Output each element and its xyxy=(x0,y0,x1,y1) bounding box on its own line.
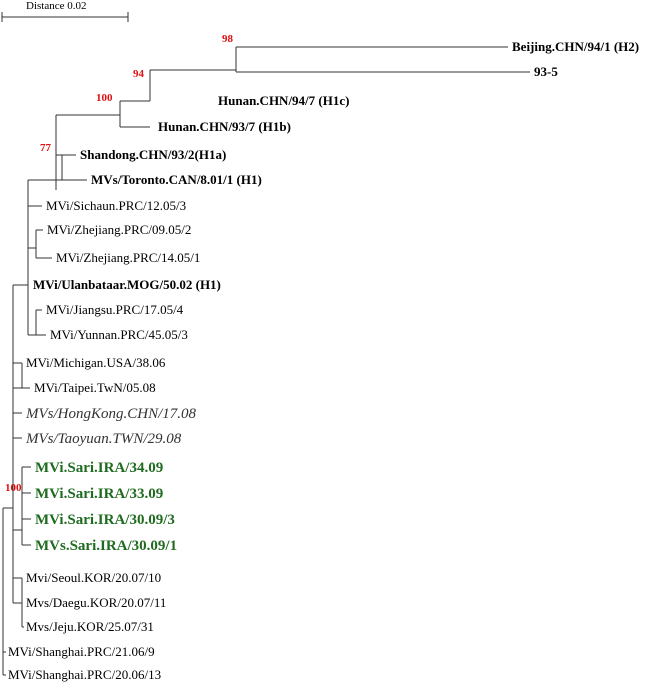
leaf-sichaun: MVi/Sichaun.PRC/12.05/3 xyxy=(46,198,186,213)
scale-bar: Distance 0.02 xyxy=(1,0,129,22)
bootstrap-94: 94 xyxy=(133,68,145,80)
bootstrap-values: 98 94 100 77 100 xyxy=(5,33,234,494)
leaf-sari-30-09-3: MVi.Sari.IRA/30.09/3 xyxy=(35,512,175,528)
leaf-jiangsu: MVi/Jiangsu.PRC/17.05/4 xyxy=(46,302,184,317)
lower-stubs xyxy=(21,578,24,628)
leaf-taoyuan: MVs/Taoyuan.TWN/29.08 xyxy=(25,431,182,447)
leaf-zhejiang-14-05: MVi/Zhejiang.PRC/14.05/1 xyxy=(56,250,200,265)
leaf-sari-30-09-1: MVs.Sari.IRA/30.09/1 xyxy=(35,538,177,554)
leaf-taipei: MVi/Taipei.TwN/05.08 xyxy=(34,380,156,395)
leaf-hunan-93-7: Hunan.CHN/93/7 (H1b) xyxy=(158,119,291,134)
leaf-hunan-94-7: Hunan.CHN/94/7 (H1c) xyxy=(218,93,349,108)
leaf-93-5: 93-5 xyxy=(534,64,558,79)
bootstrap-77: 77 xyxy=(40,142,52,154)
bootstrap-100-lower: 100 xyxy=(5,482,22,494)
leaf-hongkong: MVs/HongKong.CHN/17.08 xyxy=(25,406,197,422)
leaf-toronto: MVs/Toronto.CAN/8.01/1 (H1) xyxy=(91,172,262,187)
leaf-shandong: Shandong.CHN/93/2(H1a) xyxy=(80,147,226,162)
leaf-sari-33-09: MVi.Sari.IRA/33.09 xyxy=(35,486,163,502)
leaf-yunnan: MVi/Yunnan.PRC/45.05/3 xyxy=(50,327,188,342)
leaf-shanghai-21-06: MVi/Shanghai.PRC/21.06/9 xyxy=(8,644,155,659)
leaf-ulanbataar: MVi/Ulanbataar.MOG/50.02 (H1) xyxy=(33,277,221,292)
leaf-michigan: MVi/Michigan.USA/38.06 xyxy=(26,355,166,370)
tree-branches xyxy=(2,46,530,676)
bootstrap-100-upper: 100 xyxy=(96,92,113,104)
leaf-shanghai-20-06: MVi/Shanghai.PRC/20.06/13 xyxy=(8,667,161,682)
bootstrap-98: 98 xyxy=(222,33,234,45)
scale-bar-label: Distance 0.02 xyxy=(26,0,86,12)
leaf-daegu: Mvs/Daegu.KOR/20.07/11 xyxy=(26,595,166,610)
leaf-labels: Beijing.CHN/94/1 (H2) 93-5 Hunan.CHN/94/… xyxy=(8,39,639,682)
leaf-seoul: Mvi/Seoul.KOR/20.07/10 xyxy=(26,570,161,585)
leaf-sari-34-09: MVi.Sari.IRA/34.09 xyxy=(35,460,163,476)
leaf-zhejiang-09-05: MVi/Zhejiang.PRC/09.05/2 xyxy=(47,222,191,237)
leaf-beijing: Beijing.CHN/94/1 (H2) xyxy=(512,39,639,54)
leaf-jeju: Mvs/Jeju.KOR/25.07/31 xyxy=(26,619,154,634)
